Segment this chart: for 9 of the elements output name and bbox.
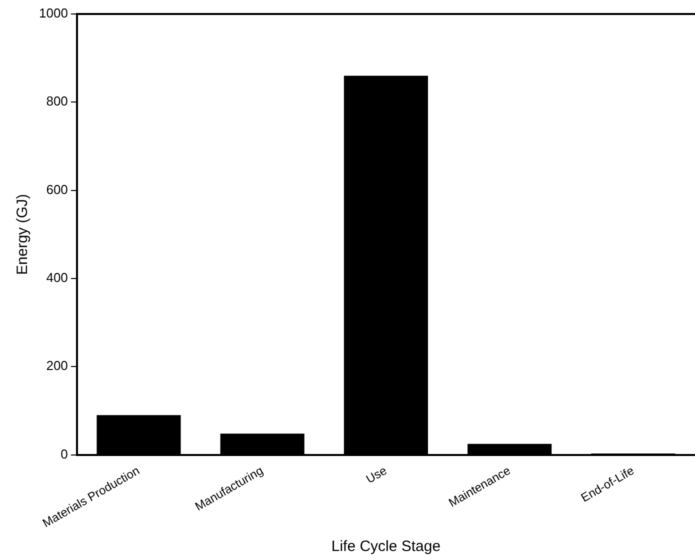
y-axis-title: Energy (GJ)	[14, 194, 32, 275]
y-tick-label: 800	[46, 94, 68, 109]
y-tick-label: 1000	[39, 6, 68, 21]
y-tick-label: 600	[46, 182, 68, 197]
x-axis-title: Life Cycle Stage	[331, 538, 441, 556]
y-tick-label: 0	[60, 446, 68, 462]
x-tick-label: Use	[364, 463, 390, 486]
y-tick-label: 400	[46, 270, 68, 286]
y-tick-label: 200	[46, 358, 68, 374]
